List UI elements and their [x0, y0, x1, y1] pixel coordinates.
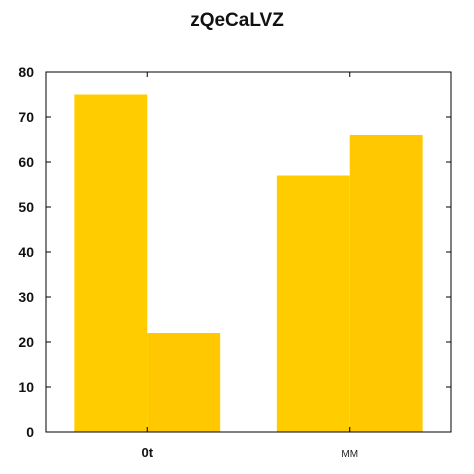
- x-tick-label: 0t: [141, 445, 153, 460]
- y-tick-label: 0: [26, 424, 34, 440]
- y-tick-label: 50: [18, 199, 34, 215]
- y-tick-label: 30: [18, 289, 34, 305]
- chart-title: zQeCaLVZ: [190, 10, 284, 31]
- y-tick-label: 40: [18, 244, 34, 260]
- x-tick-label: MM: [341, 449, 358, 460]
- y-tick-label: 20: [18, 334, 34, 350]
- bar-0t-series-1: [74, 94, 148, 432]
- y-tick-label: 70: [18, 109, 34, 125]
- bar-0t-series-2: [147, 333, 221, 432]
- y-tick-label: 10: [18, 379, 34, 395]
- bar-MM-series-1: [276, 175, 350, 432]
- y-tick-label: 60: [18, 154, 34, 170]
- y-tick-label: 80: [18, 64, 34, 80]
- axes-layer: 0 10 20 30 40 50 60 70 80 0t MM: [18, 64, 452, 460]
- bar-MM-series-2: [349, 135, 423, 432]
- bars-layer: [74, 94, 423, 432]
